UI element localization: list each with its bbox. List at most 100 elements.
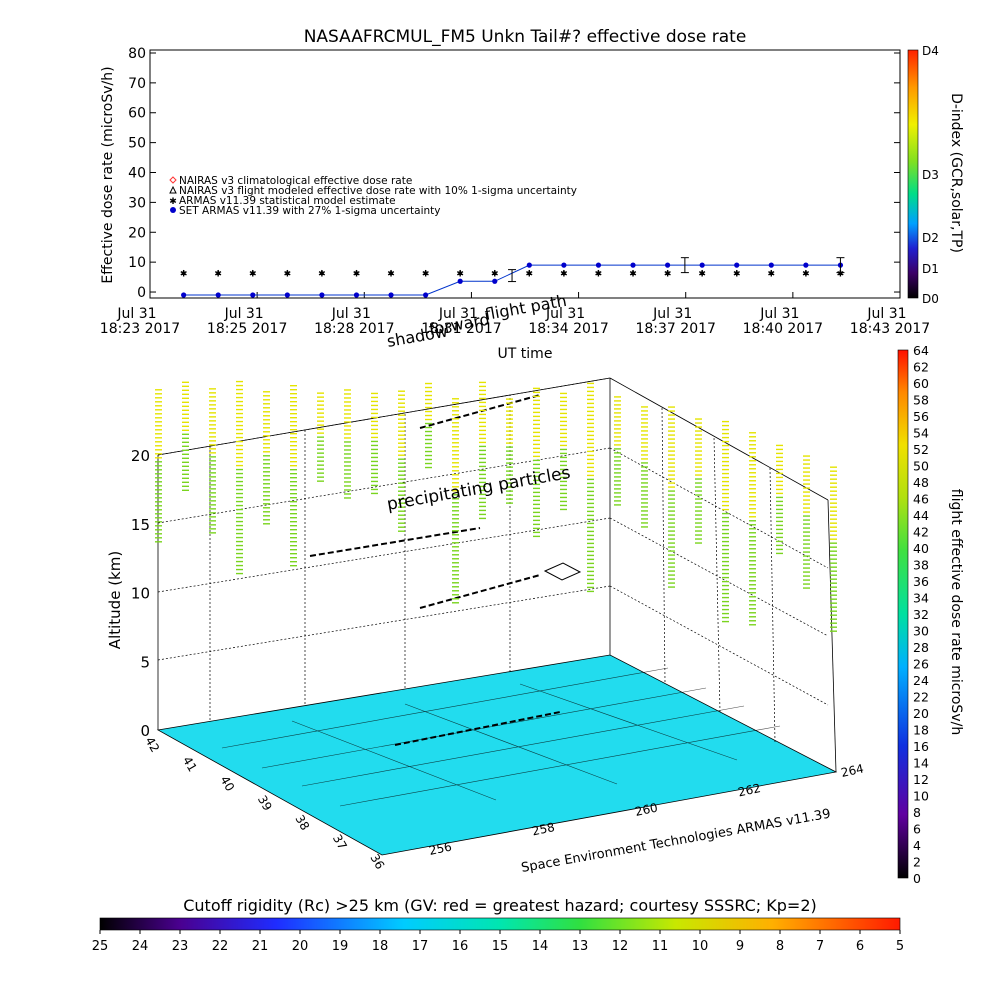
d-index-tick-label: D0: [922, 292, 939, 306]
nairas-flight-point: [319, 269, 325, 276]
dose-tick-label: 24: [913, 673, 929, 688]
d-index-colorbar: [907, 49, 919, 299]
nairas-flight-point: [388, 269, 394, 276]
set-armas-point: [388, 292, 394, 298]
dose-tick-label: 36: [913, 574, 929, 589]
nairas-flight-point: [734, 269, 740, 276]
legend-label: NAIRAS v3 flight modeled effective dose …: [179, 185, 577, 197]
altitude-tick-label: 20: [131, 447, 150, 465]
nairas-flight-point: [492, 269, 498, 276]
dose-tick-label: 42: [913, 525, 929, 540]
y-tick-label: 10: [128, 255, 146, 271]
x-tick-label-date: Jul 31: [331, 306, 371, 322]
latitude-tick-label: 40: [217, 774, 237, 794]
dose-tick-label: 46: [913, 492, 929, 507]
d-index-label: D-index (GCR,solar,TP): [948, 93, 964, 253]
rc-tick-label: 14: [532, 939, 549, 954]
longitude-tick-label: 264: [840, 761, 865, 779]
rc-tick-label: 23: [172, 939, 189, 954]
x-tick-label-time: 18:23 2017: [100, 321, 180, 337]
latitude-tick-label: 38: [292, 813, 312, 833]
rc-tick-label: 9: [736, 939, 744, 954]
rc-colorbar-title: Cutoff rigidity (Rc) >25 km (GV: red = g…: [183, 896, 817, 915]
y-tick-label: 80: [128, 46, 146, 62]
dose-tick-label: 6: [913, 822, 921, 837]
dose-tick-label: 30: [913, 624, 929, 639]
dose-tick-label: 40: [913, 541, 929, 556]
dose-tick-label: 26: [913, 657, 929, 672]
d-index-tick-label: D2: [922, 231, 939, 245]
rc-tick-label: 22: [212, 939, 229, 954]
legend: NAIRAS v3 climatological effective dose …: [169, 175, 577, 217]
nairas-flight-point: [284, 269, 290, 276]
dose-tick-label: 10: [913, 789, 929, 804]
rc-colorbar-ticks: 25 24 23 22 21 20 19 18 17 16 15 14 13 12 11 10 9 8 7 6 5: [92, 930, 904, 954]
nairas-flight-point: [353, 269, 360, 276]
rc-tick-label: 11: [652, 939, 669, 954]
rc-tick-label: 21: [252, 939, 269, 954]
rc-tick-label: 25: [92, 939, 109, 954]
nairas-flight-point: [422, 269, 429, 276]
d-index-tick-label: D1: [922, 262, 939, 276]
set-armas-point: [803, 262, 809, 268]
dose-tick-label: 54: [913, 426, 929, 441]
rc-tick-label: 18: [372, 939, 389, 954]
dose-tick-label: 62: [913, 360, 929, 375]
d-index-tick-label: D3: [922, 168, 939, 182]
dose-tick-label: 48: [913, 475, 929, 490]
altitude-ticks: 0 5 10 15 20: [131, 447, 150, 740]
set-armas-point: [734, 262, 740, 268]
x-tick-label-date: Jul 31: [224, 306, 264, 322]
x-tick-label-date: Jul 31: [652, 306, 692, 322]
x-tick-label-date: Jul 31: [866, 306, 906, 322]
nairas-flight-point: [457, 269, 463, 276]
x-axis-label: UT time: [498, 346, 553, 362]
altitude-tick-label: 10: [131, 585, 150, 603]
dose-tick-label: 18: [913, 723, 929, 738]
dose-tick-label: 8: [913, 805, 921, 820]
dose-colorbar: [897, 349, 909, 879]
longitude-ticks: 256 258 260 262 264: [428, 761, 865, 857]
x-tick-label-time: 18:40 2017: [743, 321, 823, 337]
rc-tick-label: 24: [132, 939, 149, 954]
x-tick-label-time: 18:34 2017: [528, 321, 608, 337]
series-marks: ✱ ✱ ✱ ✱ ✱ ✱ ✱ ✱ ✱ ✱ ✱ ✱ ✱ ✱ ✱ ✱ ✱ ✱ ✱ ✱: [180, 257, 845, 298]
nairas-flight-point: [630, 269, 636, 276]
set-armas-point: [319, 292, 325, 298]
dose-tick-label: 50: [913, 459, 929, 474]
set-armas-point: [595, 262, 602, 268]
chart-title: NASAAFRCMUL_FM5 Unkn Tail#? effective do…: [304, 27, 747, 47]
nairas-flight-point: [526, 269, 532, 276]
set-armas-point: [699, 262, 705, 268]
y-tick-label: 0: [137, 285, 146, 301]
nairas-flight-point: [664, 269, 671, 276]
y-tick-label: 40: [128, 166, 146, 182]
y-tick-label: 20: [128, 225, 146, 241]
set-armas-point: [284, 292, 290, 298]
y-tick-label: 50: [128, 136, 146, 152]
set-armas-point: [423, 292, 429, 298]
y-tick-label: 30: [128, 195, 146, 211]
y-tick-label: 60: [128, 106, 146, 122]
set-armas-point: [457, 278, 463, 284]
dose-tick-label: 2: [913, 855, 921, 870]
altitude-tick-label: 5: [140, 653, 150, 671]
nairas-flight-point: [699, 269, 705, 276]
legend-symbol-diamond: [169, 176, 177, 184]
set-armas-point: [526, 262, 532, 268]
dose-tick-label: 38: [913, 558, 929, 573]
x-tick-label-time: 18:43 2017: [850, 321, 930, 337]
set-armas-point: [492, 278, 498, 284]
y-tick-label: 70: [128, 76, 146, 92]
x-tick-label-date: Jul 31: [759, 306, 799, 322]
y-axis-label: Effective dose rate (microSv/h): [100, 66, 116, 283]
set-armas-point: [181, 292, 187, 298]
d-index-ticks: D0 D1 D2 D3 D4: [922, 44, 939, 306]
rc-tick-label: 12: [612, 939, 629, 954]
rc-tick-label: 16: [452, 939, 469, 954]
dose-tick-label: 34: [913, 591, 929, 606]
dose-colorbar-ticks: 0246810121416182022242628303234363840424…: [913, 343, 929, 886]
rc-tick-label: 17: [412, 939, 429, 954]
